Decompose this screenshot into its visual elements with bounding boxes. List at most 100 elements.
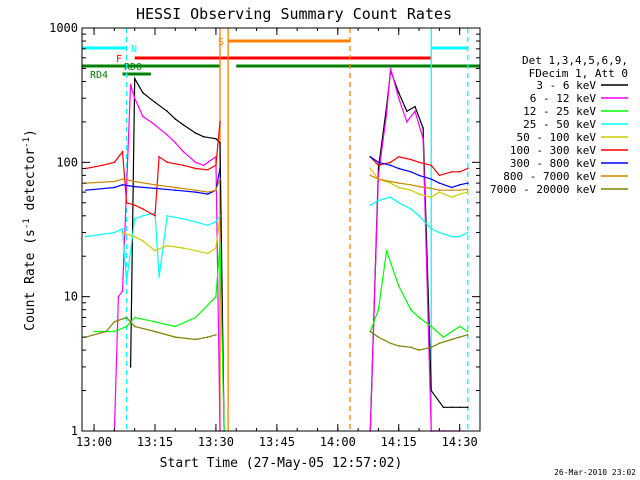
data-point	[133, 97, 136, 100]
data-point	[410, 158, 412, 161]
data-point	[397, 155, 400, 158]
data-point	[154, 214, 156, 217]
data-point	[467, 182, 469, 184]
legend-entry: 12 - 25 keV	[523, 105, 596, 118]
data-point	[397, 182, 400, 184]
data-point	[406, 110, 408, 113]
data-point	[202, 135, 205, 138]
data-point	[129, 83, 132, 86]
data-point	[142, 91, 144, 94]
vertical-markers	[125, 28, 469, 431]
data-point	[442, 406, 445, 409]
data-point	[101, 164, 103, 167]
data-point	[219, 141, 221, 144]
x-tick-label: 14:30	[442, 435, 478, 449]
data-point	[438, 174, 441, 177]
data-point	[194, 249, 197, 252]
data-point	[369, 155, 372, 158]
data-point	[194, 132, 197, 134]
data-point	[467, 334, 469, 336]
series-line-5	[122, 215, 221, 255]
data-point	[377, 336, 380, 338]
data-point	[219, 214, 221, 217]
data-point	[158, 155, 160, 158]
data-point	[125, 316, 128, 319]
data-point	[174, 336, 177, 338]
data-point	[125, 201, 128, 204]
data-point	[219, 121, 221, 123]
data-point	[430, 178, 433, 180]
data-point	[215, 164, 217, 167]
data-point	[418, 174, 420, 177]
data-point	[377, 164, 380, 167]
x-tick-label: 13:30	[198, 435, 234, 449]
data-point	[467, 330, 469, 333]
series-line-8	[370, 174, 468, 191]
data-point	[450, 235, 453, 238]
legend-entry: 3 - 6 keV	[536, 79, 596, 92]
data-point	[113, 161, 116, 164]
data-point	[121, 228, 124, 230]
data-point	[385, 112, 388, 115]
data-point	[207, 191, 209, 193]
data-point	[377, 161, 380, 164]
series-line-7	[85, 168, 221, 195]
data-point	[422, 127, 424, 129]
data-point	[389, 196, 392, 199]
legend-entry: 7000 - 20000 keV	[490, 183, 596, 196]
data-point	[397, 285, 400, 287]
data-point	[207, 168, 209, 171]
x-tick-label: 14:00	[320, 435, 356, 449]
data-point	[458, 336, 461, 338]
data-point	[410, 208, 412, 210]
data-point	[207, 224, 209, 227]
data-point	[93, 330, 95, 333]
data-point	[121, 231, 124, 234]
data-point	[458, 235, 461, 238]
data-point	[377, 199, 380, 202]
data-point	[406, 121, 408, 123]
data-point	[410, 189, 412, 192]
flag-label-n: N	[131, 44, 137, 55]
series-line-9	[85, 316, 217, 341]
data-point	[154, 330, 156, 333]
data-point	[458, 406, 461, 409]
data-point	[467, 188, 469, 191]
data-point	[142, 208, 144, 210]
data-point	[133, 185, 136, 188]
data-point	[389, 161, 392, 164]
data-point	[450, 189, 453, 192]
data-point	[389, 180, 392, 183]
data-point	[215, 295, 217, 298]
series-line-6	[85, 121, 221, 217]
x-tick-label: 13:00	[76, 435, 112, 449]
data-point	[117, 295, 120, 298]
data-point	[121, 150, 124, 153]
data-point	[194, 167, 197, 170]
data-point	[182, 247, 185, 249]
data-point	[154, 187, 156, 190]
data-point	[133, 77, 136, 80]
data-point	[377, 174, 380, 177]
flag-label-rdo: RDO	[124, 62, 142, 73]
data-point	[219, 178, 221, 180]
series-line-8	[85, 178, 221, 193]
data-point	[438, 191, 441, 193]
data-point	[121, 290, 124, 292]
data-point	[158, 276, 160, 278]
flag-label-rd4: RD4	[90, 70, 108, 81]
data-point	[458, 189, 461, 192]
data-point	[442, 336, 445, 338]
chart-title: HESSI Observing Summary Count Rates	[136, 5, 452, 23]
data-point	[369, 167, 372, 170]
data-point	[389, 342, 392, 345]
data-point	[430, 325, 433, 328]
legend-header: Det 1,3,4,5,6,9,	[522, 54, 628, 67]
flag-label-f: F	[116, 54, 122, 65]
data-point	[182, 164, 185, 167]
data-point	[85, 235, 87, 238]
data-point	[166, 134, 168, 136]
data-point	[397, 91, 400, 94]
data-point	[105, 330, 108, 333]
